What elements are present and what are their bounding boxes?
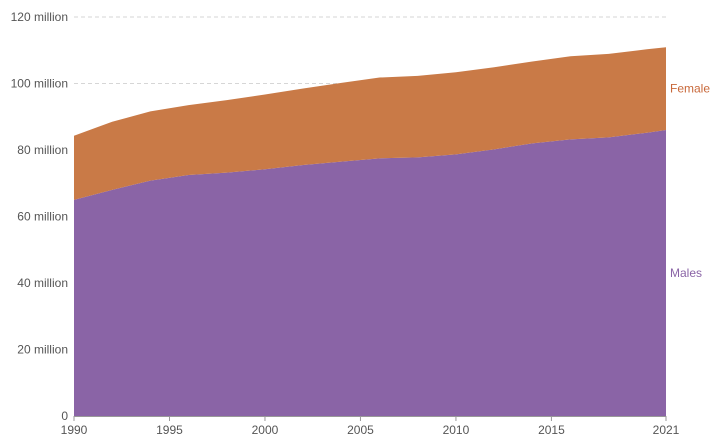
y-tick-label: 40 million xyxy=(17,276,68,290)
x-axis: 1990 1995 2000 2005 2010 2015 2021 xyxy=(61,416,680,437)
series-labels: Males Female xyxy=(670,82,710,280)
x-tick-label: 2000 xyxy=(252,423,279,437)
y-tick-label: 120 million xyxy=(11,10,68,24)
y-tick-label: 100 million xyxy=(11,77,68,91)
y-tick-label: 20 million xyxy=(17,343,68,357)
y-tick-label: 80 million xyxy=(17,143,68,157)
x-tick-label: 2015 xyxy=(538,423,565,437)
areas xyxy=(74,47,666,417)
series-label-males: Males xyxy=(670,266,702,280)
series-label-female: Female xyxy=(670,82,710,96)
x-tick-label: 2005 xyxy=(347,423,374,437)
area-males xyxy=(74,130,666,417)
area-female xyxy=(74,47,666,200)
y-axis: 0 20 million 40 million 60 million 80 millio… xyxy=(11,10,69,423)
x-tick-label: 2010 xyxy=(443,423,470,437)
y-tick-label: 0 xyxy=(61,409,68,423)
x-tick-label: 2021 xyxy=(653,423,680,437)
x-tick-label: 1995 xyxy=(156,423,183,437)
x-tick-label: 1990 xyxy=(61,423,88,437)
y-tick-label: 60 million xyxy=(17,210,68,224)
